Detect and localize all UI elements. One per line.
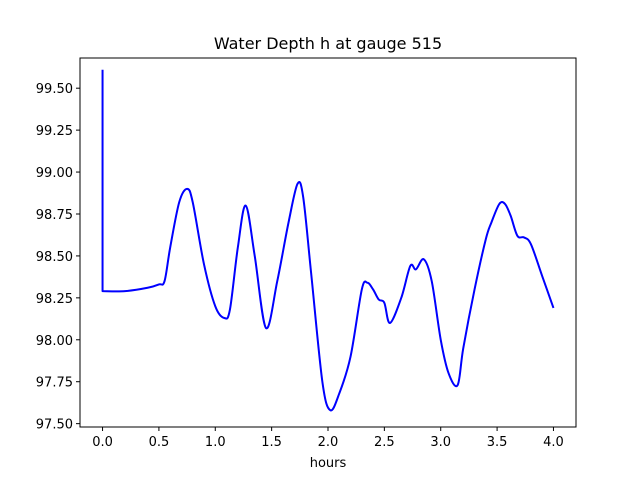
x-axis-label: hours [310,456,347,471]
x-tick-label: 2.5 [374,435,395,450]
x-tick-label: 0.0 [92,435,113,450]
y-tick-label: 98.75 [36,208,73,223]
y-tick-label: 99.00 [36,166,73,181]
x-tick-label: 2.0 [318,435,339,450]
x-tick-label: 3.5 [487,435,508,450]
x-tick-label: 1.5 [261,435,282,450]
y-tick-label: 99.25 [36,124,73,139]
y-axis-ticks: 97.50 97.75 98.00 98.25 98.50 98.75 99.00 99.25… [36,82,80,433]
x-tick-label: 1.0 [205,435,226,450]
x-tick-label: 3.0 [430,435,451,450]
y-tick-label: 99.50 [36,82,73,97]
plot-area [101,69,555,412]
y-tick-label: 98.00 [36,334,73,349]
y-tick-label: 97.50 [36,418,73,433]
x-tick-label: 0.5 [149,435,170,450]
y-tick-label: 97.75 [36,376,73,391]
series-line [101,69,555,412]
y-tick-label: 98.50 [36,250,73,265]
chart-title: Water Depth h at gauge 515 [214,34,442,53]
x-axis-ticks: 0.0 0.5 1.0 1.5 2.0 2.5 3.0 3.5 4.0 [92,427,564,450]
x-tick-label: 4.0 [543,435,564,450]
y-tick-label: 98.25 [36,292,73,307]
axes-frame [79,57,577,428]
